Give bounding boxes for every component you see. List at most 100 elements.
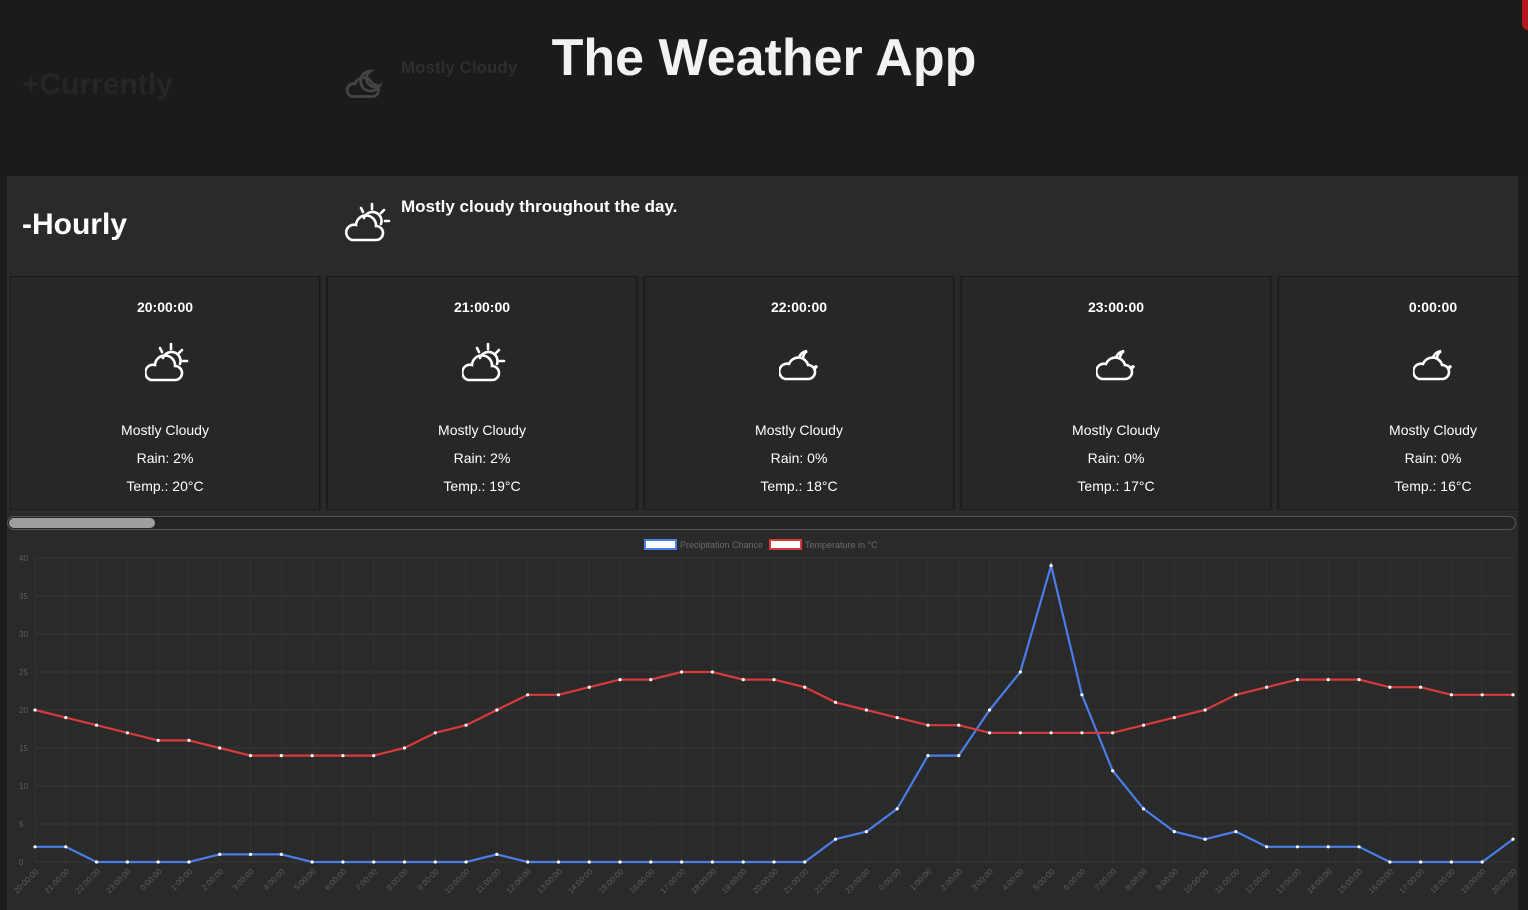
hourly-cards-scroller[interactable]: 20:00:00 Mostly Cloudy Rain: 2% Temp.: 20°C… xyxy=(10,276,1518,510)
data-point xyxy=(680,670,684,674)
data-point xyxy=(341,754,345,758)
data-point xyxy=(526,693,530,697)
data-point xyxy=(1111,731,1115,735)
data-point xyxy=(94,723,99,727)
x-tick-label: 7:00:00 xyxy=(1093,867,1119,893)
card-summary: Mostly Cloudy xyxy=(1072,422,1160,438)
partly-cloudy-night-icon xyxy=(345,69,384,98)
data-point xyxy=(833,837,838,841)
data-point xyxy=(1141,807,1146,811)
legend-label[interactable]: Temperature in °C xyxy=(805,540,878,550)
data-point xyxy=(1449,693,1454,697)
data-point xyxy=(1480,860,1484,864)
data-point xyxy=(1265,845,1269,849)
data-point xyxy=(803,685,807,689)
data-point xyxy=(372,860,376,864)
card-time: 23:00:00 xyxy=(1087,299,1145,315)
data-point xyxy=(248,852,253,856)
hourly-summary: Mostly cloudy throughout the day. xyxy=(401,197,678,216)
partly-cloudy-night-icon xyxy=(1096,349,1136,381)
x-tick-label: 4:00:00 xyxy=(262,867,288,893)
legend-swatch[interactable] xyxy=(769,539,802,550)
x-tick-label: 20:00:00 xyxy=(12,867,41,896)
card-temp: Temp.: 20°C xyxy=(126,478,204,494)
y-tick-label: 10 xyxy=(19,782,28,791)
card-temp: Temp.: 19°C xyxy=(443,478,521,494)
x-tick-label: 17:00:00 xyxy=(1398,867,1427,896)
y-tick-label: 15 xyxy=(19,744,28,753)
hourly-card: 21:00:00 Mostly Cloudy Rain: 2% Temp.: 19°C xyxy=(327,276,637,510)
x-tick-label: 13:00:00 xyxy=(535,867,564,896)
partly-cloudy-day-icon xyxy=(145,342,189,382)
chart-legend[interactable]: Precipitation Chance Temperature in °C xyxy=(644,539,878,550)
card-summary: Mostly Cloudy xyxy=(755,422,843,438)
x-tick-label: 6:00:00 xyxy=(1062,867,1088,893)
data-point xyxy=(64,845,68,849)
data-point xyxy=(772,678,776,682)
x-tick-label: 2:00:00 xyxy=(200,867,226,893)
data-point xyxy=(1449,860,1454,864)
data-point xyxy=(741,678,745,682)
data-point xyxy=(1295,678,1300,682)
card-time: 21:00:00 xyxy=(453,299,511,315)
legend-label[interactable]: Precipitation Chance xyxy=(680,540,763,550)
data-point xyxy=(1357,845,1361,849)
card-rain: Rain: 2% xyxy=(453,450,511,466)
legend-swatch[interactable] xyxy=(644,539,677,550)
x-tick-label: 17:00:00 xyxy=(659,867,688,896)
card-rain: Rain: 0% xyxy=(770,450,828,466)
data-point xyxy=(926,754,930,758)
data-point xyxy=(1419,685,1423,689)
horizontal-scrollbar[interactable] xyxy=(7,516,1516,530)
card-time: 0:00:00 xyxy=(1408,299,1458,315)
data-point xyxy=(1018,731,1022,735)
data-point xyxy=(987,708,992,712)
x-tick-label: 14:00:00 xyxy=(1305,867,1334,896)
x-tick-label: 18:00:00 xyxy=(689,867,718,896)
page-title: The Weather App xyxy=(551,29,977,87)
x-tick-label: 8:00:00 xyxy=(1124,867,1150,893)
y-tick-label: 5 xyxy=(19,820,24,829)
hourly-title[interactable]: -Hourly xyxy=(22,208,127,241)
x-tick-label: 19:00:00 xyxy=(720,867,749,896)
data-point xyxy=(1203,837,1207,841)
scrollbar-thumb[interactable] xyxy=(9,518,155,528)
y-tick-label: 20 xyxy=(19,706,28,715)
card-temp: Temp.: 18°C xyxy=(760,478,838,494)
data-point xyxy=(310,754,314,758)
y-tick-label: 0 xyxy=(19,858,24,867)
x-tick-label: 6:00:00 xyxy=(323,867,349,893)
x-tick-label: 22:00:00 xyxy=(74,867,103,896)
data-point xyxy=(433,860,437,864)
card-rain: Rain: 0% xyxy=(1404,450,1462,466)
data-point xyxy=(433,731,437,735)
card-rain: Rain: 0% xyxy=(1087,450,1145,466)
data-point xyxy=(1480,693,1484,697)
data-point xyxy=(1018,670,1022,674)
x-tick-label: 20:00:00 xyxy=(751,867,780,896)
data-point xyxy=(1141,723,1146,727)
x-tick-label: 12:00:00 xyxy=(1244,867,1273,896)
hourly-chart: 0 5 10 15 20 25 30 35 40 20:00:00 21:00:00 22:00:00… xyxy=(7,532,1518,910)
x-tick-label: 13:00:00 xyxy=(1274,867,1303,896)
data-point xyxy=(649,678,653,682)
data-point xyxy=(156,860,160,864)
data-point xyxy=(1326,678,1330,682)
card-time: 20:00:00 xyxy=(136,299,194,315)
hourly-card: 20:00:00 Mostly Cloudy Rain: 2% Temp.: 20°C xyxy=(10,276,320,510)
hourly-section: -Hourly Mostly cloudy throughout the day… xyxy=(7,176,1518,910)
data-point xyxy=(94,860,99,864)
data-point xyxy=(741,860,745,864)
data-point xyxy=(618,678,622,682)
x-tick-label: 12:00:00 xyxy=(505,867,534,896)
x-tick-label: 16:00:00 xyxy=(1367,867,1396,896)
data-point xyxy=(526,860,530,864)
x-tick-label: 0:00:00 xyxy=(138,867,164,893)
data-point xyxy=(1234,693,1238,697)
data-point xyxy=(464,860,468,864)
currently-title[interactable]: +Currently xyxy=(22,68,173,101)
data-point xyxy=(618,860,622,864)
data-point xyxy=(556,693,561,697)
hourly-card: 0:00:00 Mostly Cloudy Rain: 0% Temp.: 16°C xyxy=(1278,276,1518,510)
